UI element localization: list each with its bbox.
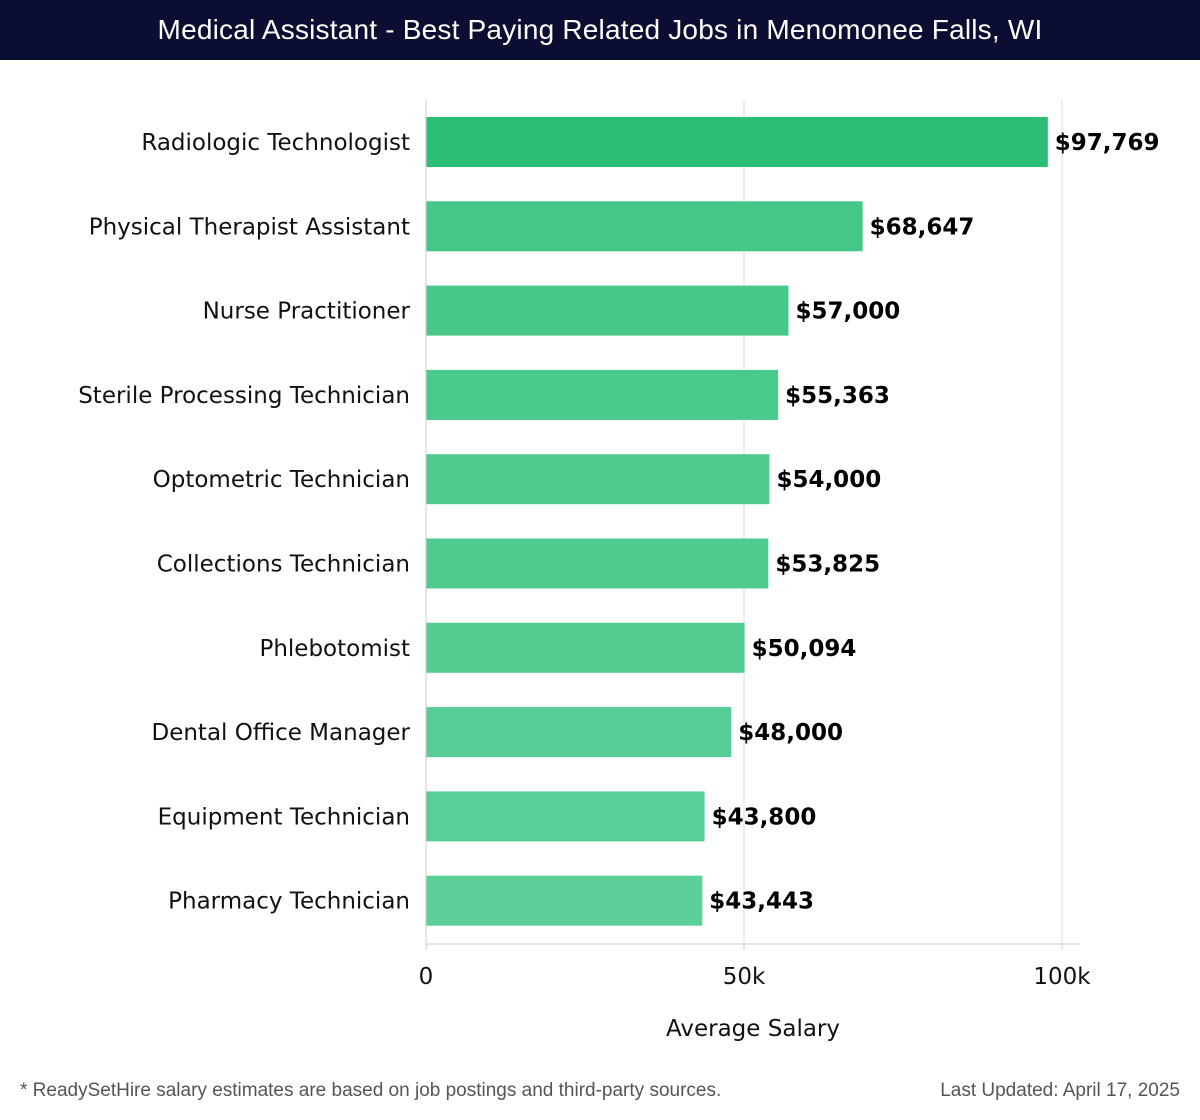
value-label-4: $54,000 [776, 467, 881, 493]
category-label-8: Equipment Technician [158, 804, 410, 830]
category-label-3: Sterile Processing Technician [78, 383, 410, 409]
bar-6 [426, 622, 745, 673]
category-label-2: Nurse Practitioner [203, 299, 411, 325]
category-label-6: Phlebotomist [259, 636, 410, 662]
x-tick-label-1: 50k [723, 964, 766, 990]
category-labels: Radiologic Technologist Physical Therapis… [78, 130, 410, 915]
value-label-9: $43,443 [709, 889, 814, 915]
category-label-1: Physical Therapist Assistant [89, 214, 410, 240]
value-label-2: $57,000 [796, 299, 901, 325]
category-label-4: Optometric Technician [153, 467, 410, 493]
value-label-7: $48,000 [738, 720, 843, 746]
x-tick-label-2: 100k [1033, 964, 1091, 990]
bar-0 [426, 117, 1048, 167]
bar-9 [426, 875, 703, 926]
value-label-0: $97,769 [1055, 130, 1160, 156]
bar-4 [426, 454, 770, 505]
bars [426, 117, 1048, 926]
bar-3 [426, 369, 779, 420]
x-tick-label-0: 0 [419, 964, 434, 990]
value-label-1: $68,647 [870, 214, 975, 240]
value-label-8: $43,800 [712, 804, 817, 830]
category-label-0: Radiologic Technologist [141, 130, 410, 156]
category-label-5: Collections Technician [157, 552, 410, 578]
category-label-9: Pharmacy Technician [168, 889, 410, 915]
value-label-5: $53,825 [775, 552, 880, 578]
value-label-3: $55,363 [785, 383, 890, 409]
footnote: * ReadySetHire salary estimates are base… [20, 1080, 722, 1101]
chart-title: Medical Assistant - Best Paying Related … [0, 0, 1200, 60]
last-updated: Last Updated: April 17, 2025 [940, 1080, 1180, 1101]
salary-bar-chart: Radiologic Technologist Physical Therapis… [78, 100, 1160, 1042]
x-axis: 0 50k 100k [419, 100, 1091, 990]
value-labels: $97,769 $68,647 $57,000 $55,363 $54,000 $53,8… [709, 130, 1159, 915]
category-label-7: Dental Office Manager [151, 720, 410, 746]
bar-7 [426, 707, 732, 758]
bar-5 [426, 538, 769, 589]
value-label-6: $50,094 [752, 636, 857, 662]
x-axis-title: Average Salary [666, 1016, 840, 1042]
bar-1 [426, 201, 863, 252]
bar-8 [426, 791, 705, 842]
bar-2 [426, 285, 789, 336]
